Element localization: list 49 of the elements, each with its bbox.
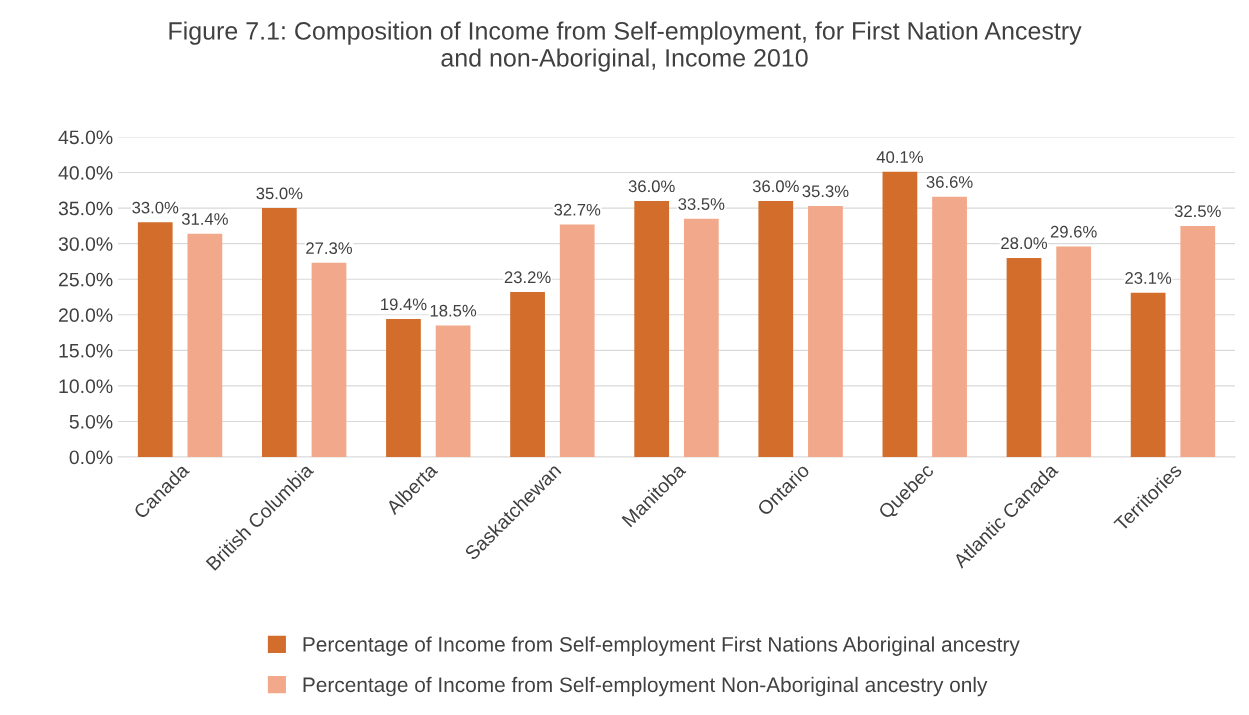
data-label: 28.0%: [1001, 237, 1048, 250]
data-label: 36.0%: [752, 180, 799, 193]
data-label: 35.0%: [256, 187, 303, 200]
data-label: 40.1%: [876, 151, 923, 163]
bar: [261, 208, 297, 457]
bar: [634, 201, 670, 457]
bar: [386, 319, 421, 457]
bar: [1056, 246, 1092, 457]
bar: [1180, 225, 1216, 457]
data-label: 31.4%: [181, 213, 228, 225]
bar: [187, 233, 223, 457]
data-label: 33.0%: [132, 201, 179, 214]
bar: [559, 224, 595, 457]
chart-title: Figure 7.1: Composition of Income from Self-employment, for First Nation Ancestry and non-Aboriginal, Income 2010: [169, 21, 1082, 72]
data-label: 23.2%: [504, 271, 551, 284]
y-tick-label: 20.0%: [58, 308, 113, 323]
y-tick-label: 45.0%: [58, 130, 113, 145]
bar: [435, 325, 471, 457]
legend-label: Percentage of Income from Self-employment Non-Aboriginal ancestry only: [303, 676, 988, 697]
y-tick-label: 0.0%: [69, 450, 113, 465]
data-label: 32.5%: [1174, 205, 1221, 218]
data-label: 36.6%: [926, 176, 973, 188]
y-tick-label: 5.0%: [69, 414, 113, 429]
data-label: 29.6%: [1050, 225, 1097, 238]
data-label: 32.7%: [554, 203, 601, 216]
data-label: 19.4%: [381, 298, 427, 311]
y-tick-label: 25.0%: [58, 272, 113, 287]
y-tick-label: 35.0%: [58, 201, 113, 216]
data-label: 33.5%: [678, 198, 725, 210]
data-label: 27.3%: [306, 242, 353, 255]
data-label: 36.0%: [628, 180, 675, 193]
y-tick-label: 40.0%: [58, 166, 113, 180]
bar: [1130, 292, 1166, 457]
legend-label: Percentage of Income from Self-employment First Nations Aboriginal ancestry: [303, 636, 1020, 656]
y-tick-label: 30.0%: [58, 237, 113, 251]
bar: [882, 171, 918, 457]
bar: [1006, 257, 1042, 457]
bar: [137, 222, 173, 457]
bar: [510, 292, 545, 457]
y-tick-label: 10.0%: [59, 379, 113, 394]
bar: [683, 218, 719, 457]
bar: [808, 205, 843, 457]
y-tick-label: 15.0%: [59, 343, 113, 358]
data-label: 23.1%: [1125, 272, 1172, 284]
bar: [311, 262, 347, 457]
data-label: 18.5%: [430, 304, 477, 317]
bar: [758, 201, 794, 457]
bar: [932, 196, 967, 457]
data-label: 35.3%: [802, 185, 849, 198]
